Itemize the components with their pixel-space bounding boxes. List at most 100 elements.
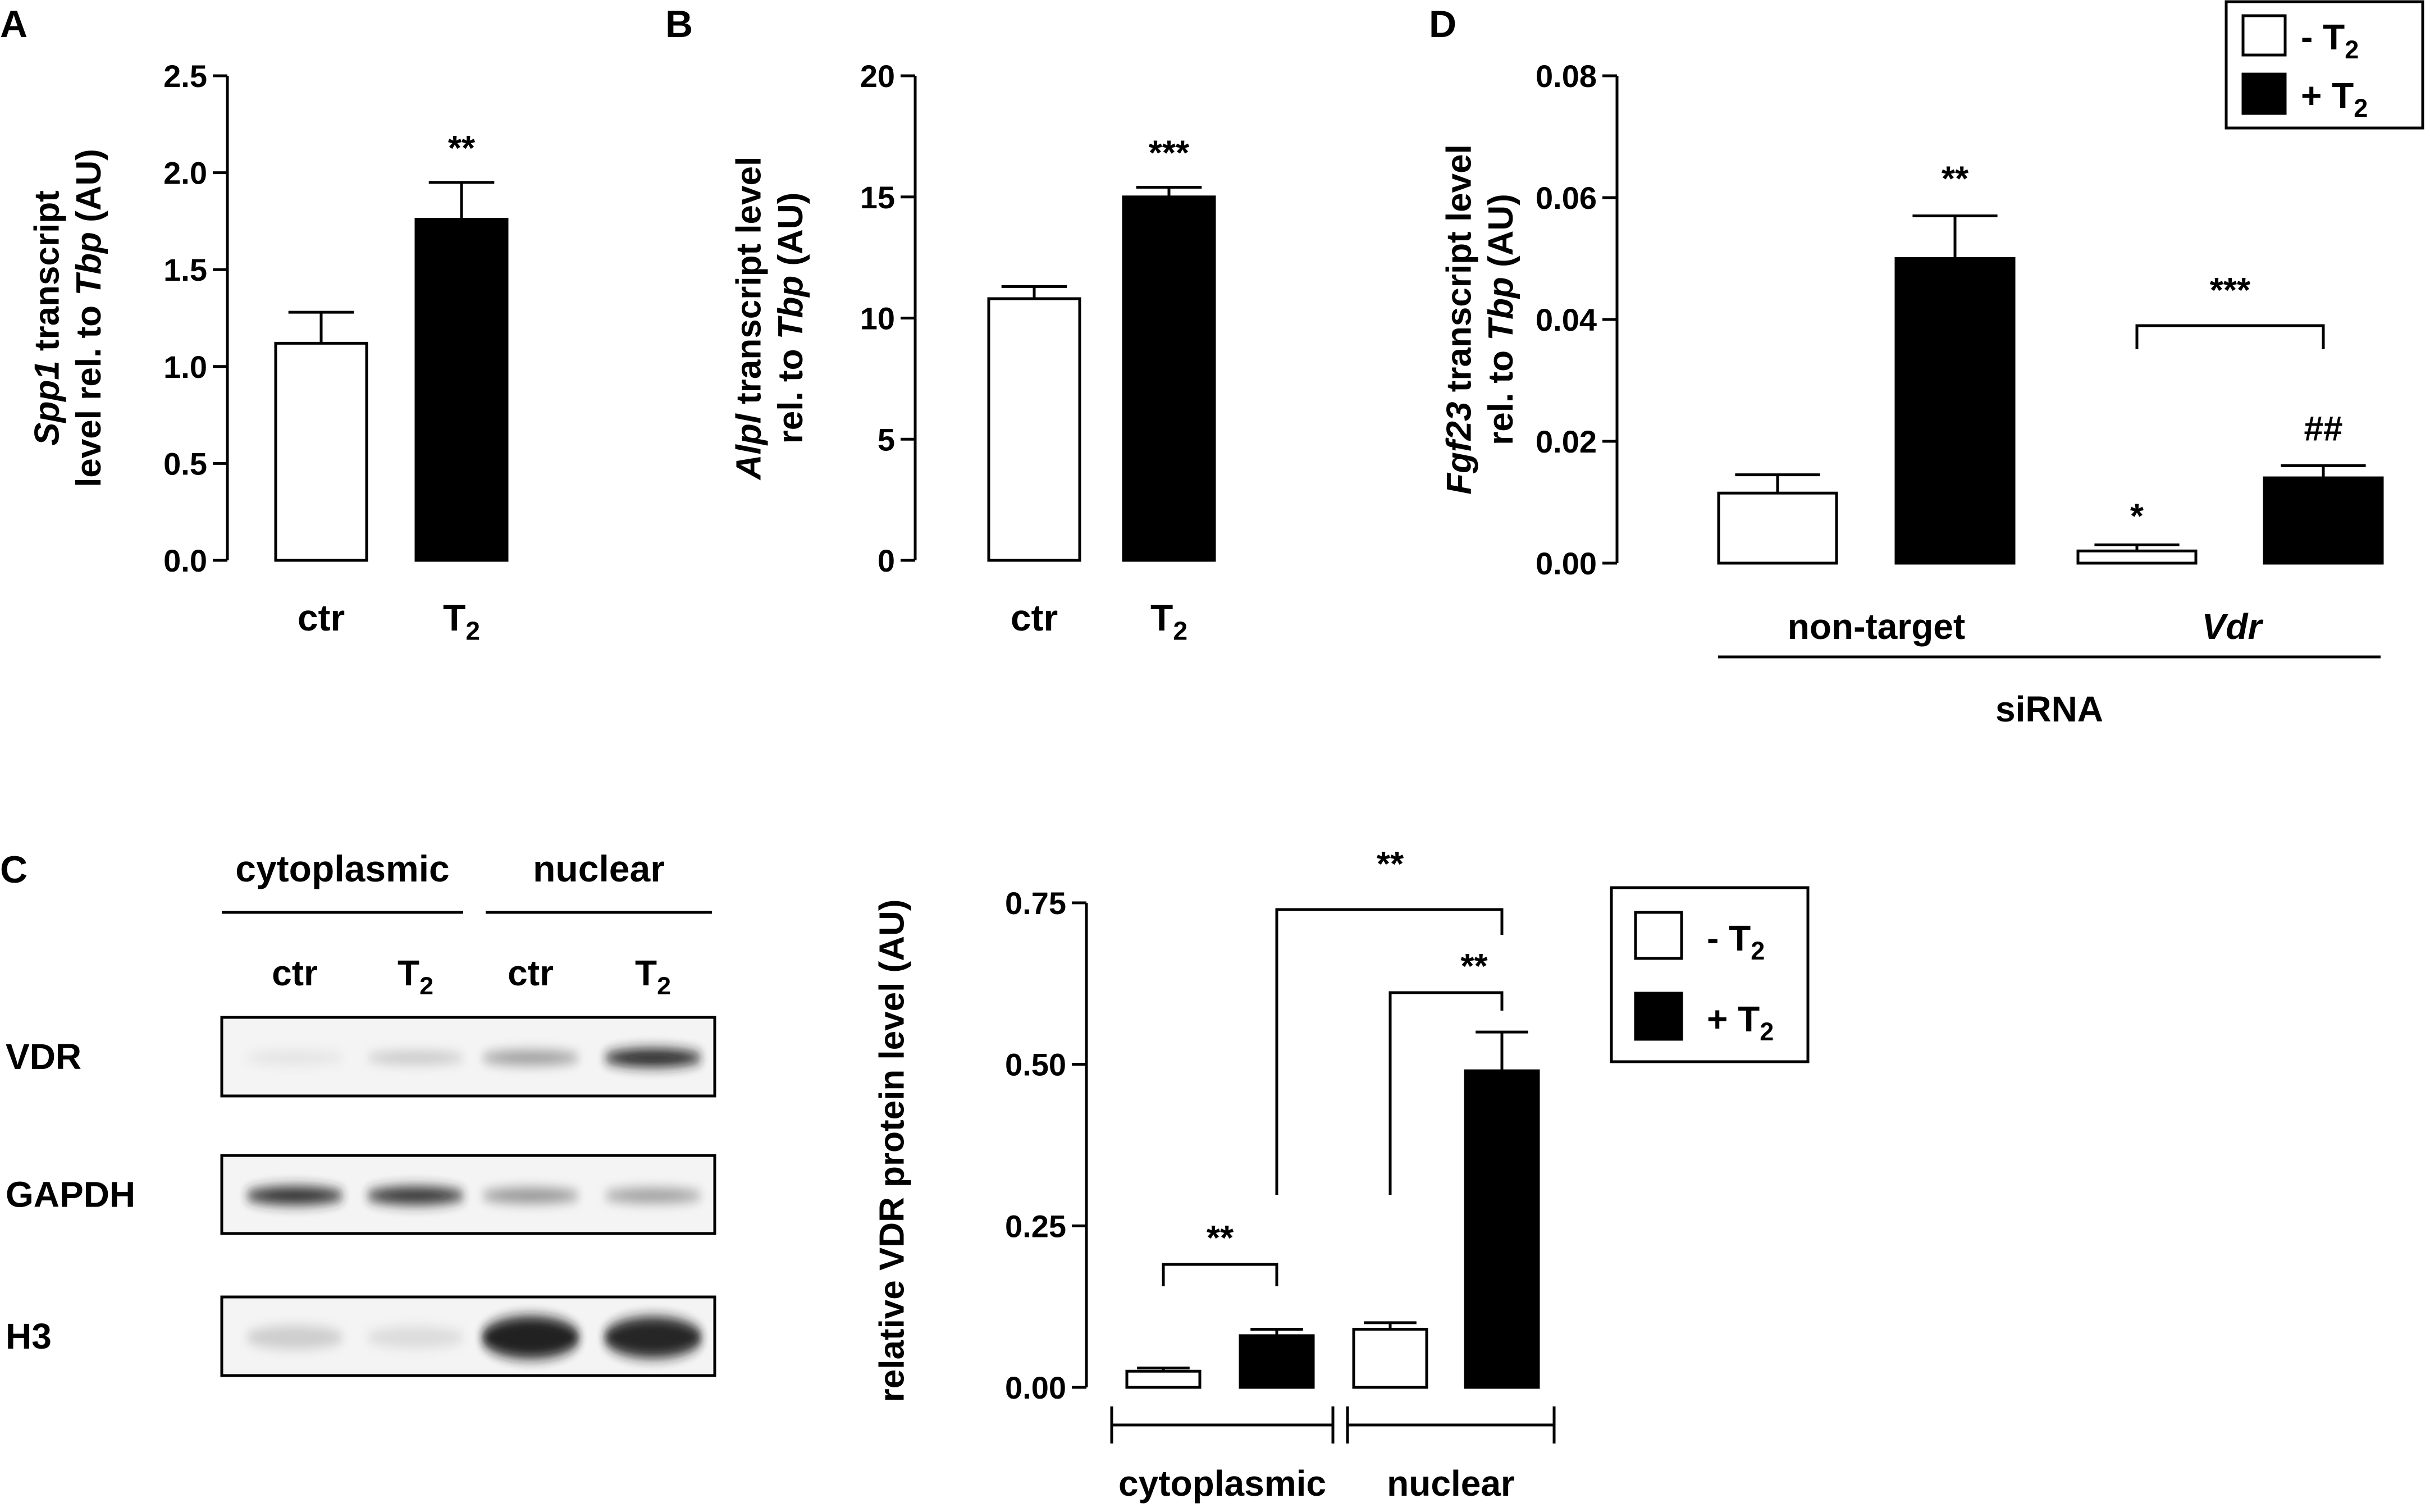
legend-d-entry-subscript: 2 (2345, 35, 2359, 64)
ylabel-segment: Fgf23 (1440, 401, 1479, 494)
legend-d-entry-main: - T (2301, 17, 2345, 57)
chart-b-y-tick-label: 0 (878, 543, 895, 578)
chart-d-bar (2263, 476, 2384, 565)
chart-c-bracket-label: ** (1207, 1219, 1234, 1258)
chart-a-category-label: ctr (298, 597, 345, 638)
chart-d-significance: ## (2304, 409, 2343, 448)
chart-b-bar (987, 297, 1081, 562)
chart-c-y-axis-label-line: relative VDR protein level (AU) (873, 899, 912, 1403)
legend-d-entry-subscript: 2 (2354, 94, 2368, 122)
chart-d-group-label: non-target (1788, 606, 1965, 647)
chart-b-category-label-subscript: 2 (1173, 616, 1187, 646)
blot-lane-label-subscript: 2 (657, 972, 671, 1000)
chart-c-y-tick-label: 0.25 (1005, 1208, 1066, 1244)
legend-c: - T2+ T2 (1610, 886, 1810, 1063)
chart-b-y-tick-label: 15 (860, 180, 895, 215)
ylabel-segment: level rel. to (70, 296, 108, 487)
ylabel-segment: Tbp (771, 276, 810, 340)
ylabel-segment: (AU) (771, 193, 810, 276)
chart-b-alpl: 0 5 10 15 20 ctr *** T2 Alpl transcript level rel… (730, 58, 1216, 646)
blot-band (604, 1048, 702, 1067)
chart-c-group-label: nuclear (1387, 1463, 1515, 1504)
blot-lane-label: T2 (398, 953, 433, 1000)
panel-letter-c: C (0, 848, 28, 891)
blot-band (604, 1188, 702, 1203)
chart-a-y-tick-label: 1.0 (163, 349, 207, 385)
chart-a-y-tick-label: 0.5 (163, 446, 207, 481)
chart-c-bracket (1388, 991, 1504, 1195)
chart-d-bracket (2135, 324, 2325, 349)
chart-c-bar (1352, 1327, 1428, 1389)
ylabel-segment: Tbp (1482, 277, 1520, 341)
chart-b-significance: *** (1149, 134, 1190, 172)
ylabel-segment: Tbp (70, 232, 108, 296)
chart-b-category-label-main: T (1150, 597, 1173, 638)
blot-row-label: GAPDH (6, 1175, 135, 1215)
chart-d-y-axis-label-line: Fgf23 transcript level (1440, 144, 1479, 495)
chart-b-y-axis-label: Alpl transcript level rel. to Tbp (AU) (730, 157, 810, 481)
chart-d-bar (1717, 491, 1838, 565)
chart-b-category-label: T2 (1150, 597, 1187, 646)
chart-b-y-axis-label-line: Alpl transcript level (730, 157, 769, 481)
chart-b-y-tick-label: 20 (860, 58, 895, 94)
chart-d-y-tick-label: 0.06 (1536, 180, 1597, 216)
legend-d-entry-main: + T (2301, 75, 2354, 116)
blot-lane-label: ctr (272, 953, 318, 993)
panel-letter-a: A (0, 3, 28, 45)
chart-c-bracket-label: ** (1377, 845, 1404, 884)
chart-c-y-tick-label: 0.50 (1005, 1047, 1066, 1082)
ylabel-segment: rel. to (771, 339, 810, 444)
chart-a-y-axis-label-line: level rel. to Tbp (AU) (70, 149, 108, 487)
chart-d-y-tick-label: 0.08 (1536, 58, 1597, 94)
chart-c-bar (1464, 1069, 1540, 1389)
chart-a-y-tick-label: 2.0 (163, 156, 207, 191)
chart-a-y-tick-label: 0.0 (163, 543, 207, 578)
chart-b-category-label: ctr (1011, 597, 1058, 638)
chart-d-y-axis-label: Fgf23 transcript level rel. to Tbp (AU) (1440, 144, 1520, 495)
chart-d-bar (2076, 549, 2198, 565)
chart-a-bar (414, 217, 509, 562)
chart-b-y-tick-label: 10 (860, 301, 895, 336)
chart-c-vdr-protein: 0.00 0.25 0.50 0.75 ** ** ** cytoplasmic nuclear… (873, 845, 1556, 1504)
chart-d-x-axis-label: siRNA (1995, 689, 2103, 729)
blot-lane-label: ctr (508, 953, 554, 993)
ylabel-segment: (AU) (70, 149, 108, 232)
chart-d-bar (1894, 257, 2016, 565)
chart-b-category-label-main: ctr (1011, 597, 1058, 638)
blot-band (366, 1051, 465, 1065)
chart-c-bar (1125, 1369, 1202, 1389)
chart-a-category-label: T2 (443, 597, 480, 646)
ylabel-segment: relative VDR protein level (AU) (873, 899, 912, 1403)
chart-a-y-tick-label: 2.5 (163, 58, 207, 94)
legend-d-entry-label: - T2 (2301, 17, 2359, 64)
blot-row-label: VDR (6, 1036, 81, 1077)
blot-band (245, 1326, 344, 1349)
chart-d-y-tick-label: 0.04 (1536, 302, 1597, 337)
chart-d-group-label: Vdr (2202, 606, 2264, 647)
blot-lane-label-main: T (635, 953, 657, 993)
blot-group-label: cytoplasmic (235, 848, 450, 889)
blot-lane-label: T2 (635, 953, 671, 1000)
legend-c-entry-subscript: 2 (1751, 937, 1765, 965)
chart-c-y-tick-label: 0.00 (1005, 1370, 1066, 1405)
blot-lane-label-subscript: 2 (419, 972, 433, 1000)
blot-group-label: nuclear (533, 848, 665, 889)
chart-a-y-tick-label: 1.5 (163, 252, 207, 287)
chart-d-bracket-label: *** (2210, 271, 2251, 310)
chart-a-category-label-subscript: 2 (465, 616, 480, 646)
blot-lane-label-main: T (398, 953, 419, 993)
panel-letter-b: B (665, 3, 693, 45)
chart-a-bar (274, 341, 368, 562)
ylabel-segment: transcript level (730, 157, 769, 414)
chart-a-y-axis-label-line: Spp1 transcript (28, 190, 67, 446)
chart-a-significance: ** (448, 129, 476, 168)
blot-band (366, 1186, 465, 1205)
legend-d: - T2+ T2 (2225, 0, 2424, 130)
ylabel-segment: (AU) (1482, 194, 1520, 277)
ylabel-segment: Spp1 (28, 360, 67, 446)
blot-band (366, 1326, 465, 1349)
chart-d-y-tick-label: 0.00 (1536, 546, 1597, 581)
legend-c-entry-subscript: 2 (1760, 1017, 1774, 1046)
chart-a-spp1: 0.0 0.5 1.0 1.5 2.0 2.5 ctr ** T2 Spp1 transcript… (28, 58, 509, 646)
